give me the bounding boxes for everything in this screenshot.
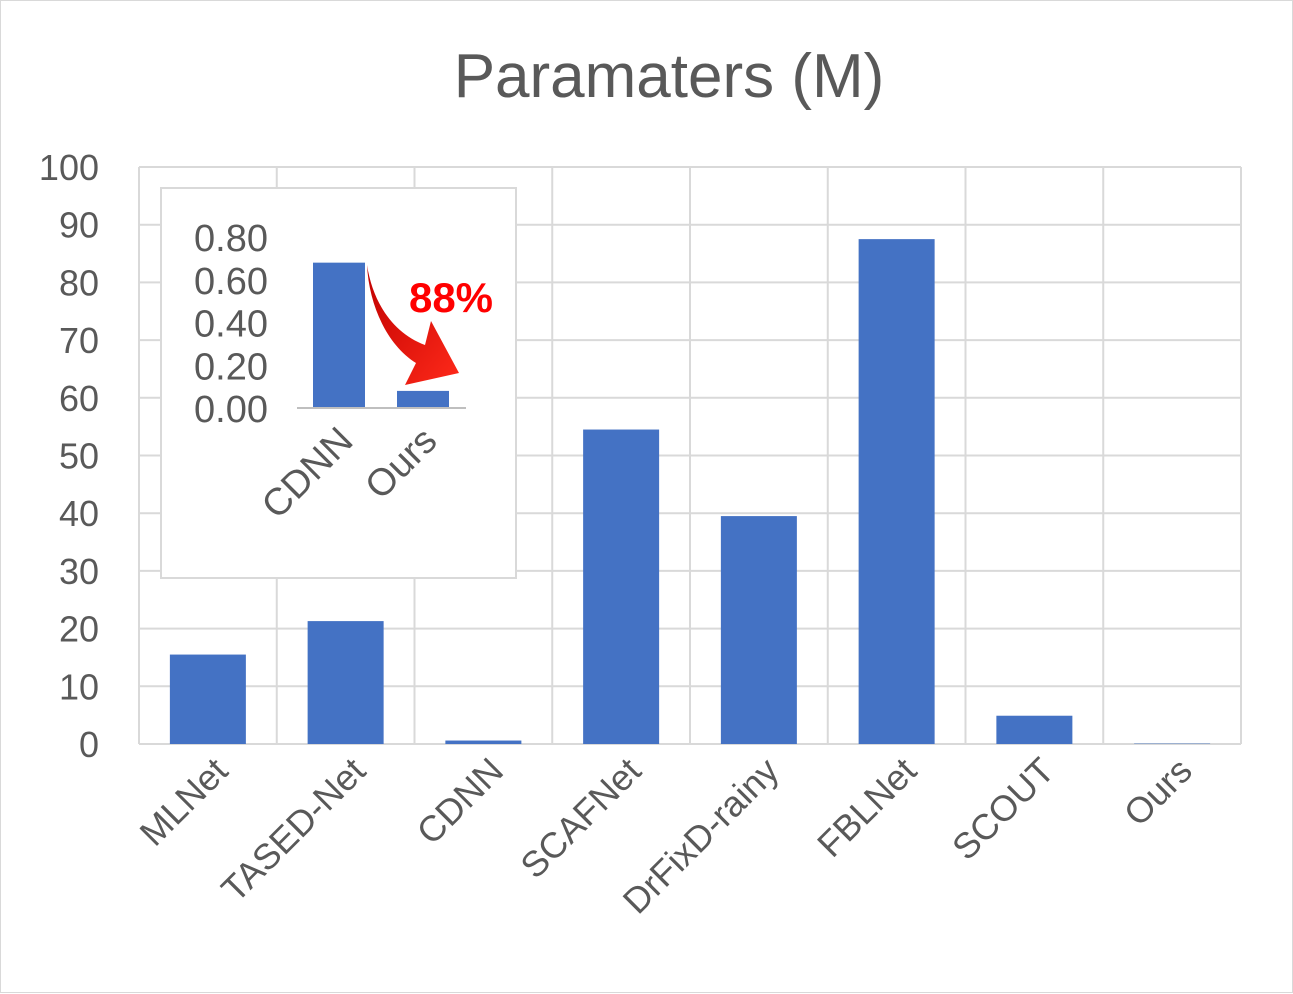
inset-bar [313, 263, 365, 408]
y-tick-label: 0 [79, 724, 99, 765]
inset-bar [397, 391, 449, 408]
x-tick-label: FBLNet [809, 750, 924, 865]
y-tick-label: 100 [39, 147, 99, 188]
y-tick-label: 70 [59, 320, 99, 361]
y-tick-label: 80 [59, 262, 99, 303]
y-tick-label: 30 [59, 551, 99, 592]
main-y-tick-labels: 0 10 20 30 40 50 60 70 80 90 100 [39, 147, 99, 765]
bar [859, 239, 935, 744]
x-tick-label: CDNN [409, 750, 512, 853]
chart-title: Paramaters (M) [454, 42, 885, 111]
y-tick-label: 50 [59, 436, 99, 477]
inset-y-tick-label: 0.40 [194, 304, 268, 346]
y-tick-label: 90 [59, 205, 99, 246]
x-tick-label: SCAFNet [512, 750, 649, 887]
bar [996, 716, 1072, 744]
x-tick-label: TASED-Net [213, 750, 373, 910]
bar [308, 621, 384, 744]
y-tick-label: 10 [59, 666, 99, 707]
x-tick-label: MLNet [132, 750, 236, 854]
bar [445, 741, 521, 744]
inset-y-tick-label: 0.60 [194, 261, 268, 303]
y-tick-label: 60 [59, 378, 99, 419]
bar [583, 430, 659, 744]
inset-y-tick-label: 0.80 [194, 218, 268, 260]
y-tick-label: 20 [59, 609, 99, 650]
bar [721, 516, 797, 744]
inset-y-tick-label: 0.00 [194, 389, 268, 431]
bar [170, 655, 246, 744]
inset-y-tick-label: 0.20 [194, 346, 268, 388]
reduction-label: 88% [409, 274, 493, 321]
x-tick-label: SCOUT [944, 750, 1062, 868]
x-tick-label: Ours [1116, 750, 1200, 834]
y-tick-label: 40 [59, 493, 99, 534]
